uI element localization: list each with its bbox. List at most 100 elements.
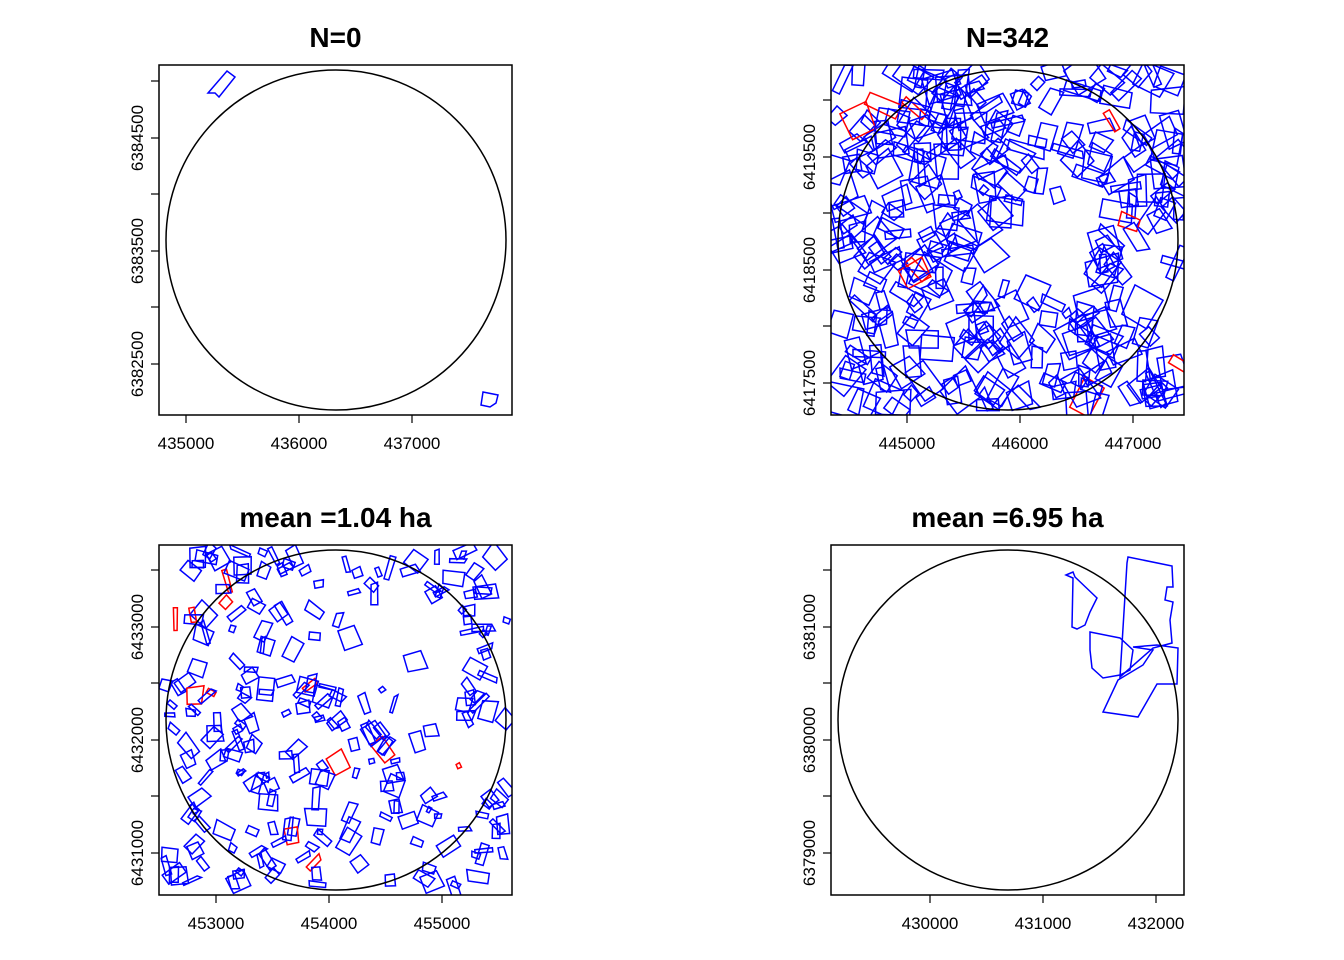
x-tick-label: 437000 <box>384 434 441 453</box>
parcel <box>945 222 983 251</box>
map-panel-3: mean =1.04 ha 453000 454000 455000 643100064… <box>128 502 513 933</box>
parcel <box>497 845 509 861</box>
parcel <box>166 698 179 711</box>
parcel <box>255 676 276 703</box>
parcel <box>160 846 179 864</box>
parcel <box>831 168 859 211</box>
parcel <box>937 193 956 207</box>
x-tick-label: 431000 <box>1015 914 1072 933</box>
parcel <box>831 104 849 127</box>
parcel <box>994 137 1037 174</box>
parcel <box>1052 313 1101 361</box>
parcel <box>189 545 207 569</box>
parcel <box>476 669 498 684</box>
parcel <box>927 92 960 127</box>
parcel <box>372 721 391 742</box>
parcel <box>227 841 238 855</box>
parcel <box>334 686 345 708</box>
parcel <box>219 748 231 762</box>
parcel <box>888 198 905 218</box>
parcel <box>1009 88 1032 112</box>
parcel <box>336 716 352 733</box>
parcel <box>891 65 935 96</box>
parcel <box>255 852 265 870</box>
parcel <box>843 336 868 371</box>
parcel <box>457 604 468 616</box>
parcel <box>351 767 361 780</box>
parcel <box>186 657 209 679</box>
parcel <box>473 573 493 600</box>
parcel <box>367 757 376 766</box>
parcel <box>939 364 982 415</box>
parcel <box>1087 333 1120 360</box>
parcel <box>212 818 237 842</box>
parcel <box>881 65 927 94</box>
parcel <box>857 350 884 386</box>
parcel <box>1105 337 1144 366</box>
parcel <box>183 833 206 856</box>
parcel <box>1040 65 1068 82</box>
parcel <box>252 619 274 644</box>
parcel <box>1136 349 1149 383</box>
parcel <box>491 800 507 811</box>
parcel <box>267 820 279 836</box>
parcel <box>1117 380 1144 407</box>
parcel <box>227 624 237 634</box>
parcel <box>469 689 486 705</box>
parcel <box>370 826 385 846</box>
parcel <box>412 868 437 889</box>
parcel <box>388 693 400 714</box>
parcel <box>312 827 333 848</box>
x-tick-label: 455000 <box>414 914 471 933</box>
parcel <box>1122 118 1153 147</box>
parcel <box>848 156 874 179</box>
parcel <box>314 768 337 791</box>
parcel <box>1028 322 1057 354</box>
parcel <box>940 244 975 258</box>
parcel <box>948 116 990 151</box>
parcel <box>1006 138 1045 161</box>
parcel <box>258 688 275 696</box>
parcel <box>445 875 462 895</box>
parcel <box>1013 274 1052 312</box>
parcel <box>278 749 294 760</box>
highlighted-parcel <box>1117 210 1142 233</box>
parcel <box>1022 175 1040 194</box>
panel-title: mean =1.04 ha <box>239 502 432 533</box>
parcel <box>868 343 885 378</box>
parcel <box>303 598 326 621</box>
parcel <box>1060 130 1086 155</box>
parcel <box>226 604 248 623</box>
parcel <box>848 220 867 244</box>
y-axis: 6431000 6432000 6433000 <box>128 569 159 886</box>
parcel <box>402 548 430 575</box>
parcel <box>1011 384 1042 411</box>
parcel <box>940 81 957 111</box>
y-tick-label: 6382500 <box>128 331 147 397</box>
parcel <box>340 801 360 825</box>
parcel <box>979 118 1008 137</box>
parcels <box>159 545 512 895</box>
x-axis: 453000 454000 455000 <box>188 895 471 933</box>
parcel <box>350 565 364 580</box>
y-tick-label: 6381000 <box>800 594 819 660</box>
parcel <box>488 817 507 835</box>
parcel <box>240 666 261 686</box>
parcel <box>1086 82 1106 104</box>
parcel <box>339 815 362 844</box>
highlighted-parcel <box>187 606 198 624</box>
parcel <box>1081 358 1113 387</box>
parcel <box>1143 65 1163 89</box>
parcel <box>1056 121 1085 160</box>
parcel <box>1086 117 1117 135</box>
parcel <box>173 671 197 694</box>
parcel <box>460 675 478 697</box>
parcel <box>280 708 292 719</box>
parcel <box>292 681 311 700</box>
parcel <box>370 581 379 606</box>
parcel <box>256 560 272 581</box>
parcel <box>850 215 898 262</box>
parcel <box>197 768 214 787</box>
parcel <box>955 301 996 315</box>
parcel <box>950 111 988 145</box>
